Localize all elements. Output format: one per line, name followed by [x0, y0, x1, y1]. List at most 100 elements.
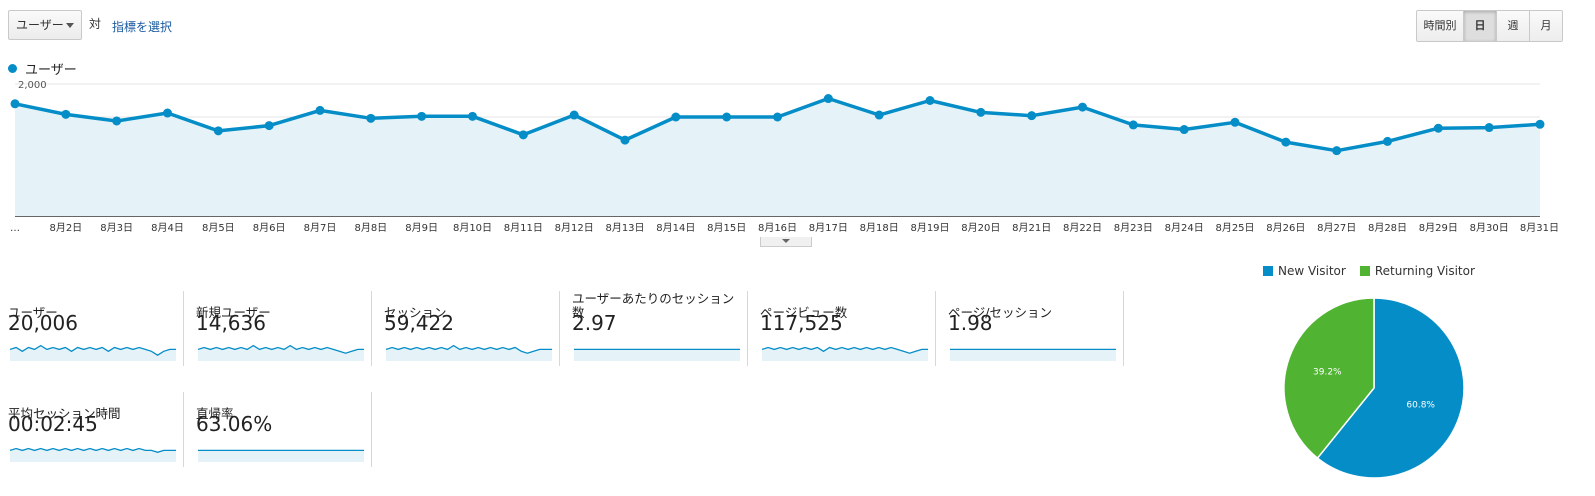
chart-point[interactable]	[10, 99, 20, 109]
chevron-down-icon	[66, 23, 74, 28]
x-tick-label: 8月2日	[49, 222, 82, 234]
metric-value: 14,636	[196, 311, 266, 335]
chart-point[interactable]	[468, 111, 477, 121]
chart-point[interactable]	[315, 105, 325, 115]
sparkline	[574, 348, 740, 361]
chart-point[interactable]	[112, 116, 122, 126]
sparkline-fill	[950, 349, 1116, 361]
pie-legend-label: New Visitor	[1278, 264, 1346, 278]
line-chart: 1,0002,000 …8月2日8月3日8月4日8月5日8月6日8月7日8月8日…	[10, 80, 1559, 234]
sparkline-fill	[10, 448, 176, 462]
x-tick-label: 8月28日	[1368, 222, 1407, 234]
metric-value: 20,006	[8, 311, 78, 335]
chart-point[interactable]	[976, 107, 986, 117]
sparkline-fill	[574, 349, 740, 361]
x-tick-label: 8月13日	[605, 222, 644, 234]
sparkline	[10, 447, 176, 462]
metric-card-sessions-per-user: ユーザーあたりのセッション数 2.97	[572, 291, 748, 366]
x-tick-label: 8月17日	[809, 222, 848, 234]
sparkline	[950, 348, 1116, 361]
sparkline-line	[198, 344, 364, 354]
x-tick-label: 8月14日	[656, 222, 695, 234]
chart-point[interactable]	[620, 135, 630, 145]
sparkline-line	[762, 346, 928, 354]
chart-point[interactable]	[874, 110, 884, 120]
x-tick-label: 8月9日	[405, 222, 438, 234]
pie-legend-item-returning[interactable]: Returning Visitor	[1359, 264, 1475, 278]
chart-expand-handle[interactable]	[760, 237, 812, 247]
time-button-week[interactable]: 週	[1496, 11, 1529, 41]
x-tick-label: 8月4日	[151, 222, 184, 234]
chart-point[interactable]	[1332, 146, 1342, 156]
sparkline	[10, 344, 176, 361]
x-tick-label: 8月25日	[1215, 222, 1254, 234]
sparkline	[386, 344, 552, 361]
metric-card-sessions: セッション 59,422	[384, 291, 560, 366]
x-tick-label: 8月21日	[1012, 222, 1051, 234]
x-tick-label: 8月29日	[1419, 222, 1458, 234]
chart-point[interactable]	[1484, 123, 1494, 133]
series-legend: ユーザー	[8, 59, 77, 78]
chart-point[interactable]	[722, 112, 732, 122]
sparkline	[198, 449, 364, 462]
pie-slice[interactable]	[1283, 297, 1375, 460]
chart-point[interactable]	[569, 110, 579, 120]
x-tick-label: 8月5日	[202, 222, 235, 234]
chart-point[interactable]	[1027, 111, 1037, 121]
metric-card-users: ユーザー 20,006	[8, 291, 184, 366]
chart-point[interactable]	[1281, 137, 1291, 147]
chart-point[interactable]	[1230, 117, 1240, 127]
x-tick-label: 8月11日	[504, 222, 543, 234]
pie-slice-label: 60.8%	[1406, 401, 1435, 411]
x-tick-label: 8月7日	[304, 222, 337, 234]
y-tick-label: 2,000	[18, 80, 47, 91]
metric-label: ページビュー数	[760, 305, 848, 320]
sparkline-fill	[198, 450, 364, 462]
select-metric-link[interactable]: 指標を選択	[112, 20, 173, 34]
chart-point[interactable]	[213, 126, 223, 136]
x-tick-label: 8月30日	[1470, 222, 1509, 234]
chart-point[interactable]	[925, 96, 935, 105]
metric-select-label: ユーザー	[16, 18, 64, 32]
chart-point[interactable]	[671, 112, 681, 122]
chart-point[interactable]	[1535, 119, 1545, 129]
chart-point[interactable]	[1383, 136, 1392, 146]
chart-point[interactable]	[823, 94, 833, 104]
chart-point[interactable]	[1078, 102, 1087, 112]
time-button-hourly[interactable]: 時間別	[1417, 11, 1463, 41]
metric-value: 2.97	[572, 311, 617, 335]
x-tick-label: 8月3日	[100, 222, 133, 234]
pie-legend-label: Returning Visitor	[1374, 264, 1475, 278]
chart-point[interactable]	[264, 121, 274, 131]
chart-point[interactable]	[773, 112, 782, 122]
series-legend-label: ユーザー	[25, 63, 77, 78]
metric-label: 平均セッション時間	[8, 406, 121, 421]
time-button-day[interactable]: 日	[1463, 11, 1496, 41]
chart-point[interactable]	[61, 109, 71, 119]
chart-point[interactable]	[366, 113, 376, 123]
x-tick-label: 8月20日	[961, 222, 1000, 234]
pie-legend: New Visitor Returning Visitor	[1263, 264, 1489, 278]
pie-legend-item-new[interactable]: New Visitor	[1263, 264, 1346, 278]
metric-card-new-users: 新規ユーザー 14,636	[196, 291, 372, 366]
x-tick-label: 8月27日	[1317, 222, 1356, 234]
metric-card-bounce-rate: 直帰率 63.06%	[196, 392, 372, 467]
x-tick-label: 8月16日	[758, 222, 797, 234]
sparkline-line	[10, 447, 176, 453]
pie-slice[interactable]	[1316, 297, 1465, 479]
sparkline	[762, 346, 928, 361]
metric-select[interactable]: ユーザー	[8, 10, 82, 40]
sparkline-line	[10, 344, 176, 356]
chart-point[interactable]	[1128, 120, 1138, 130]
chart-point[interactable]	[417, 111, 427, 121]
chart-point[interactable]	[1433, 123, 1443, 133]
time-button-month[interactable]: 月	[1529, 11, 1562, 41]
chart-point[interactable]	[1179, 125, 1189, 135]
time-granularity-toggle: 時間別 日 週 月	[1416, 10, 1563, 42]
metric-card-pages-per-session: ページ/セッション 1.98	[948, 291, 1124, 366]
chart-point[interactable]	[518, 130, 528, 140]
metric-label: セッション	[384, 305, 447, 320]
chart-point[interactable]	[163, 108, 172, 118]
sparkline-line	[386, 344, 552, 354]
metric-label: ユーザー	[8, 305, 58, 320]
